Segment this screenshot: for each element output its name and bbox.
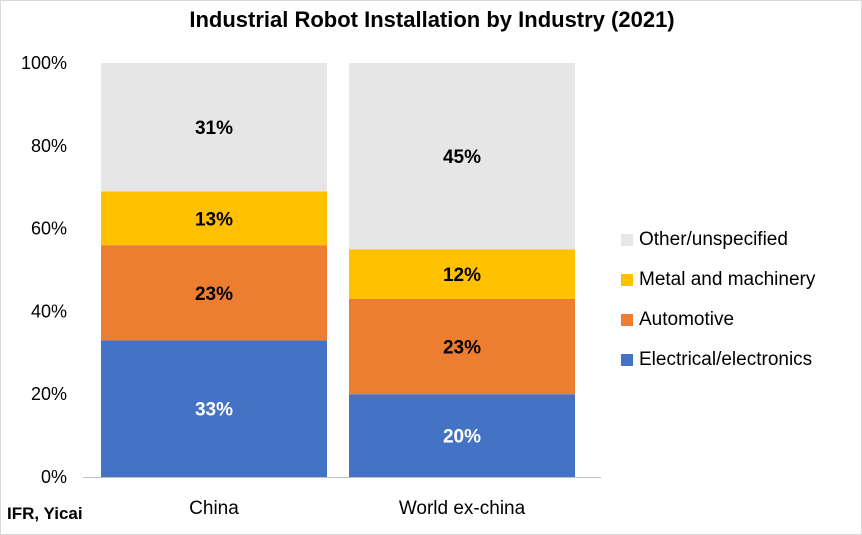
data-label: 23%: [443, 338, 481, 359]
x-tick-label: World ex-china: [399, 498, 526, 519]
legend: Other/unspecified Metal and machinery Auto…: [621, 220, 815, 380]
legend-item: Metal and machinery: [621, 260, 815, 300]
data-label: 23%: [195, 284, 233, 305]
bar-segment: [101, 245, 327, 341]
legend-swatch: [621, 314, 633, 326]
y-tick-label: 20%: [31, 384, 67, 404]
data-label: 20%: [443, 427, 481, 448]
y-tick-label: 0%: [41, 467, 67, 487]
legend-label: Other/unspecified: [639, 229, 788, 250]
bar-segment: [101, 191, 327, 246]
legend-label: Metal and machinery: [639, 269, 816, 290]
legend-label: Electrical/electronics: [639, 349, 813, 370]
legend-swatch: [621, 234, 633, 246]
bar-segment: [101, 63, 327, 192]
data-label: 13%: [195, 209, 233, 230]
bar-segment: [101, 340, 327, 477]
y-tick-label: 100%: [21, 53, 67, 73]
bar-segment: [349, 298, 575, 395]
legend-swatch: [621, 274, 633, 286]
y-tick-label: 60%: [31, 219, 67, 239]
legend-swatch: [621, 354, 633, 366]
data-label: 31%: [195, 118, 233, 139]
data-label: 45%: [443, 147, 481, 168]
y-tick-label: 80%: [31, 136, 67, 156]
y-tick-label: 40%: [31, 301, 67, 321]
legend-label: Automotive: [639, 309, 735, 330]
x-tick-label: China: [189, 498, 239, 519]
legend-item: Other/unspecified: [621, 220, 815, 260]
data-label: 33%: [195, 400, 233, 421]
source-note: IFR, Yicai: [7, 504, 83, 523]
data-label: 12%: [443, 265, 481, 286]
bar-segment: [349, 249, 575, 299]
legend-item: Electrical/electronics: [621, 340, 815, 380]
legend-item: Automotive: [621, 300, 815, 340]
bar-segment: [349, 394, 575, 477]
bar-segment: [349, 63, 575, 250]
chart-title: Industrial Robot Installation by Industr…: [189, 7, 675, 32]
